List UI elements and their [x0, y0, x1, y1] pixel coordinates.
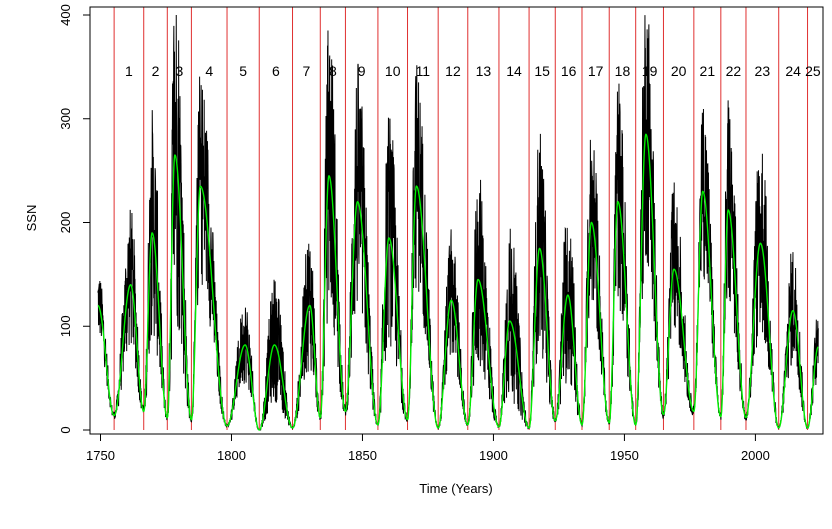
x-tick-label-1950: 1950: [610, 448, 639, 463]
cycle-label-24: 24: [785, 63, 801, 79]
x-tick-label-1750: 1750: [86, 448, 115, 463]
cycle-label-22: 22: [726, 63, 742, 79]
cycle-label-18: 18: [615, 63, 631, 79]
cycle-label-5: 5: [239, 63, 247, 79]
cycle-label-15: 15: [534, 63, 550, 79]
cycle-label-17: 17: [588, 63, 604, 79]
cycle-label-14: 14: [506, 63, 522, 79]
data-traces: [97, 14, 819, 432]
smoothed-ssn-line: [97, 133, 819, 431]
y-tick-label-200: 200: [58, 212, 73, 234]
x-tick-label-2000: 2000: [741, 448, 770, 463]
cycle-label-10: 10: [385, 63, 401, 79]
y-tick-label-300: 300: [58, 108, 73, 130]
cycle-label-2: 2: [152, 63, 160, 79]
x-axis-label: Time (Years): [419, 481, 492, 496]
cycle-label-3: 3: [175, 63, 183, 79]
cycle-label-23: 23: [755, 63, 771, 79]
y-tick-label-0: 0: [58, 426, 73, 433]
cycle-label-9: 9: [358, 63, 366, 79]
x-tick-label-1800: 1800: [217, 448, 246, 463]
cycle-labels: 1 2 3 4 5 6 7 8 9 10 11 12 13 14 15 16 17 18 19 20 21 22 23 24 2…: [125, 63, 821, 79]
cycle-label-11: 11: [416, 63, 431, 79]
cycle-label-1: 1: [125, 63, 133, 79]
cycle-label-6: 6: [272, 63, 280, 79]
cycle-label-25: 25: [805, 63, 821, 79]
x-tick-label-1850: 1850: [348, 448, 377, 463]
cycle-label-13: 13: [476, 63, 492, 79]
cycle-label-19: 19: [642, 63, 658, 79]
x-tick-label-1900: 1900: [479, 448, 508, 463]
cycle-label-8: 8: [329, 63, 337, 79]
cycle-label-20: 20: [671, 63, 687, 79]
cycle-label-7: 7: [303, 63, 311, 79]
cycle-label-12: 12: [445, 63, 461, 79]
y-tick-label-100: 100: [58, 315, 73, 337]
y-tick-label-400: 400: [58, 4, 73, 26]
cycle-label-16: 16: [561, 63, 577, 79]
cycle-boundary-lines: [113, 7, 809, 430]
y-axis: 0 100 200 300 400: [58, 4, 91, 434]
cycle-label-4: 4: [205, 63, 213, 79]
y-axis-label: SSN: [24, 205, 39, 232]
x-axis: 1750 1800 1850 1900 1950 2000: [86, 433, 770, 463]
cycle-label-21: 21: [700, 63, 716, 79]
